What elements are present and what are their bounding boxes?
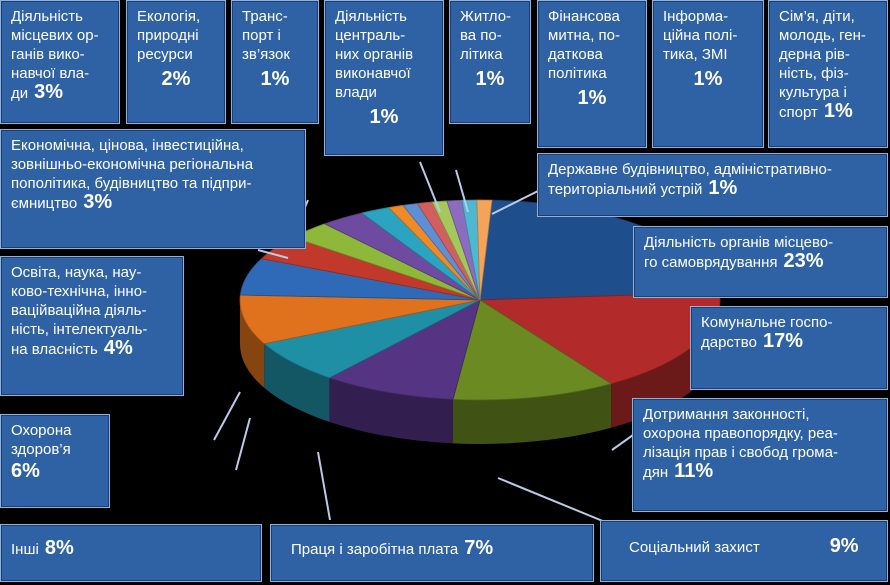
callout-zhytlova: Житло- ва по- літика 1% [449, 0, 531, 124]
pie-slice-side [329, 377, 453, 444]
pointer-line [497, 477, 611, 525]
pointer-line [257, 249, 289, 259]
callout-value: 1% [693, 68, 723, 90]
callout-label: Діяльність централь- них органів виконав… [335, 8, 414, 101]
callout-transport: Транс- порт і зв’язок 1% [231, 0, 319, 124]
callout-value: 23% [783, 250, 824, 272]
callout-label: Екологія, природні ресурси [137, 8, 201, 63]
callout-label: Освіта, наука, нау- ково-технічна, інно-… [11, 264, 148, 358]
pointer-line [491, 189, 541, 215]
callout-inshi: Інші 8% [0, 524, 262, 582]
pointer-line [213, 391, 241, 441]
callout-label: Діяльність місцевих ор- ганів вико- навч… [11, 8, 99, 102]
callout-label: Діяльність органів місцево- го самовряду… [644, 234, 834, 271]
callout-ekonomichna: Економічна, цінова, інвестиційна, зовніш… [0, 129, 306, 249]
pie-slice [328, 299, 481, 400]
pie-slice [452, 299, 613, 401]
callout-value: 1% [260, 68, 290, 90]
callout-label: Економічна, цінова, інвестиційна, зовніш… [11, 137, 254, 212]
callout-value: 3% [34, 81, 64, 103]
callout-label: Інформа- ційна полі- тика, ЗМІ [663, 8, 738, 63]
pie-slice [476, 199, 493, 301]
pie-slice-side [264, 343, 330, 422]
callout-value: 1% [475, 68, 505, 90]
callout-organy-misc: Діяльність органів місцево- го самовряду… [633, 226, 888, 298]
callout-label: Дотримання законності, охорона правопоря… [643, 406, 838, 481]
callout-value: 17% [762, 330, 803, 352]
callout-osvita: Освіта, наука, нау- ково-технічна, інно-… [0, 256, 184, 396]
callout-value: 4% [103, 337, 133, 359]
callout-value: 7% [464, 537, 494, 559]
callout-tsentr-vlady: Діяльність централь- них органів виконав… [324, 0, 444, 156]
callout-label: Соціальний захист [629, 539, 760, 556]
callout-informatsiyna: Інформа- ційна полі- тика, ЗМІ 1% [652, 0, 764, 148]
callout-finansova: Фінансова митна, по- даткова політика 1% [537, 0, 647, 148]
callout-value: 1% [577, 87, 607, 109]
callout-value: 11% [674, 460, 714, 482]
callout-zakonnist: Дотримання законності, охорона правопоря… [632, 398, 888, 512]
callout-label: Комунальне госпо- дарство [701, 314, 833, 351]
callout-pratsia: Праця і заробітна плата 7% [270, 524, 594, 582]
pointer-line [419, 161, 441, 213]
pointer-line [455, 169, 469, 213]
callout-okhorona-zd: Охорона здоров’я 6% [0, 414, 110, 508]
callout-label: Праця і заробітна плата [291, 541, 459, 558]
callout-ekolohiya: Екологія, природні ресурси 2% [126, 0, 226, 124]
callout-label: Транс- порт і зв’язок [242, 8, 290, 63]
callout-value: 6% [11, 460, 40, 482]
callout-label: Інші [11, 541, 39, 558]
callout-value: 1% [823, 100, 853, 122]
pie-slice-side [452, 383, 612, 445]
callout-label: Державне будівництво, адміністративно- т… [548, 161, 832, 198]
callout-value: 8% [44, 537, 74, 559]
callout-label: Фінансова митна, по- даткова політика [548, 8, 620, 82]
callout-misc-vlady: Діяльність місцевих ор- ганів вико- навч… [0, 0, 120, 124]
pointer-line [235, 417, 251, 471]
callout-derzh-budivn: Державне будівництво, адміністративно- т… [537, 153, 888, 217]
callout-value: 1% [369, 106, 399, 128]
pie-slice-side [240, 300, 265, 388]
callout-label: Сім’я, діти, молодь, ген- дерна рів- ніс… [779, 8, 866, 121]
pie-slice [239, 294, 481, 345]
callout-value: 3% [83, 191, 113, 213]
callout-simya: Сім’я, діти, молодь, ген- дерна рів- ніс… [768, 0, 888, 148]
callout-value: 1% [708, 177, 738, 199]
callout-value: 2% [161, 68, 191, 90]
pointer-line [317, 451, 331, 521]
callout-label: Охорона здоров’я [11, 422, 72, 458]
callout-komunalne: Комунальне госпо- дарство 17% [690, 306, 888, 390]
callout-sotsialnyi: Соціальний захист 9% [600, 520, 888, 582]
callout-value: 9% [829, 535, 859, 557]
pie-slice [263, 299, 481, 379]
callout-label: Житло- ва по- літика [460, 8, 512, 63]
